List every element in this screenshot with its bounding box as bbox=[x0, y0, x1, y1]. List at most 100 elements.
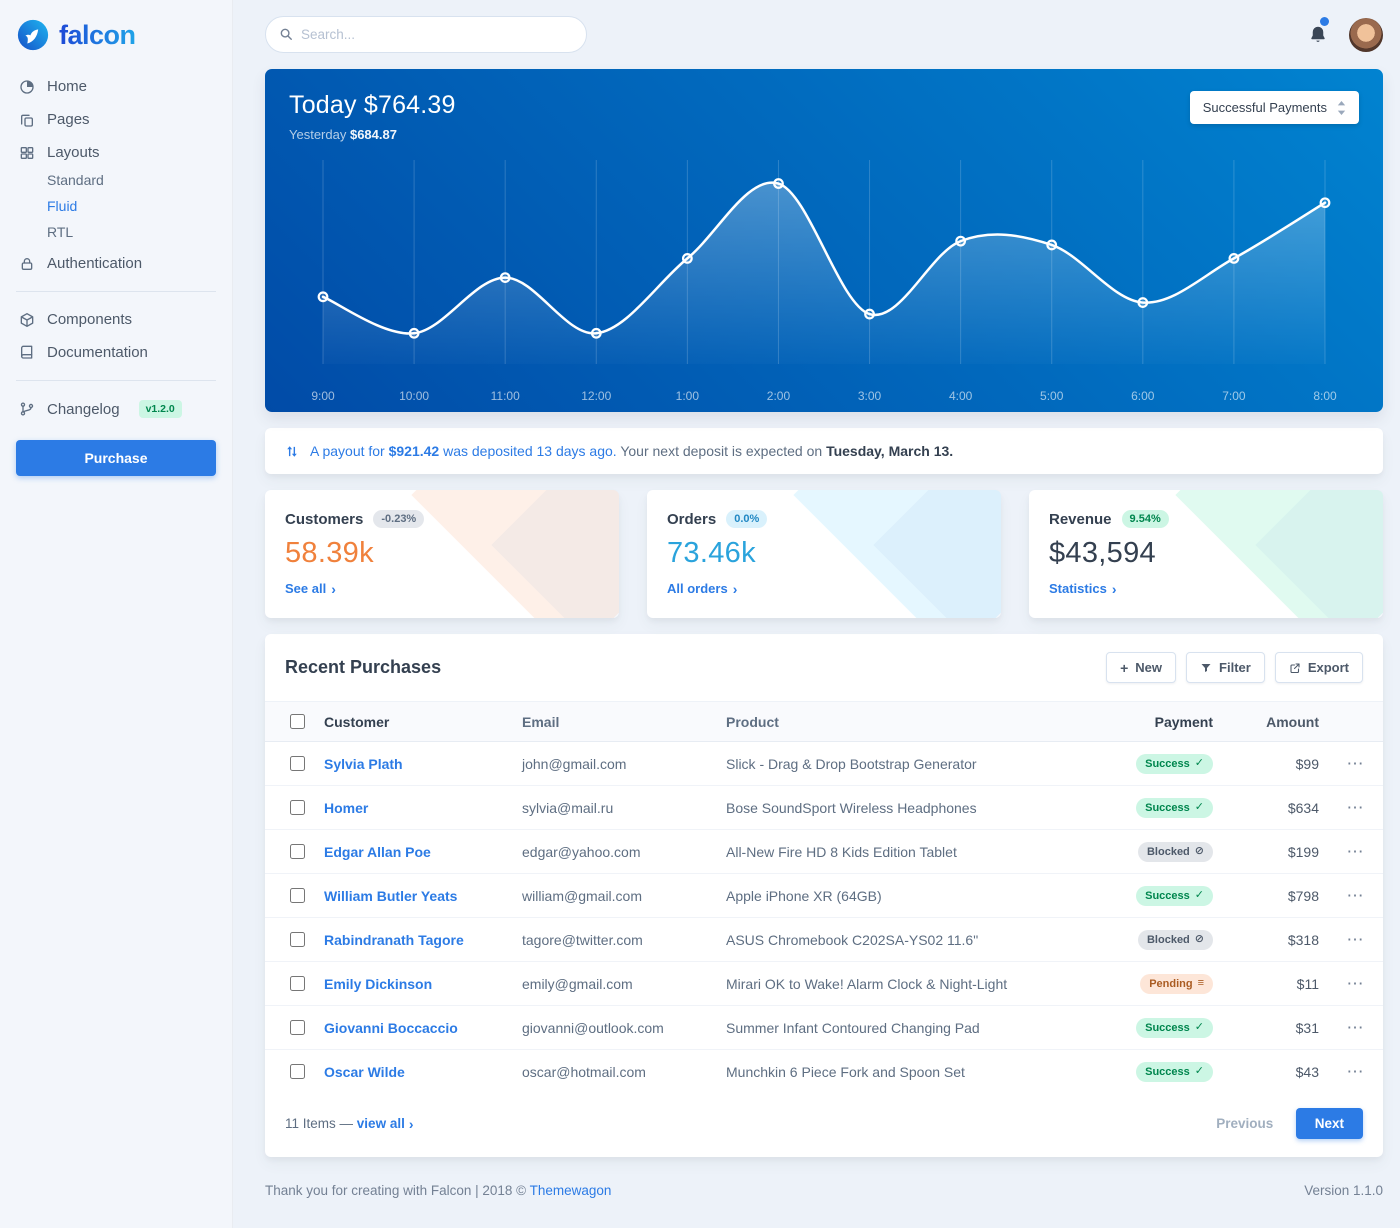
avatar[interactable] bbox=[1349, 17, 1383, 52]
product-cell: Munchkin 6 Piece Fork and Spoon Set bbox=[726, 1063, 965, 1080]
customer-link[interactable]: Giovanni Boccaccio bbox=[324, 1019, 458, 1036]
customer-link[interactable]: Oscar Wilde bbox=[324, 1063, 405, 1080]
statistics-link[interactable]: Statistics › bbox=[1049, 580, 1117, 597]
chart-heading: Today $764.39 Yesterday $684.87 bbox=[289, 91, 456, 142]
table-row: Giovanni Boccaccio giovanni@outlook.com Su… bbox=[265, 1005, 1383, 1050]
row-actions-button[interactable]: ⋯ bbox=[1343, 797, 1368, 818]
purchase-button[interactable]: Purchase bbox=[16, 440, 216, 476]
table-row: Emily Dickinson emily@gmail.com Mirari OK … bbox=[265, 961, 1383, 1006]
row-actions-button[interactable]: ⋯ bbox=[1343, 1017, 1368, 1038]
previous-button[interactable]: Previous bbox=[1216, 1116, 1274, 1131]
table-row: Oscar Wilde oscar@hotmail.com Munchkin 6 P… bbox=[265, 1050, 1383, 1094]
sidebar-divider bbox=[16, 291, 216, 292]
sidebar-item-fluid[interactable]: Fluid bbox=[47, 198, 78, 214]
chevron-right-icon: › bbox=[408, 1115, 414, 1132]
svg-text:5:00: 5:00 bbox=[1040, 389, 1064, 403]
next-button[interactable]: Next bbox=[1295, 1108, 1363, 1139]
orders-stat-card: Orders 0.0% 73.46k All orders › bbox=[647, 490, 1001, 618]
amount-cell: $798 bbox=[1221, 873, 1327, 918]
row-actions-button[interactable]: ⋯ bbox=[1343, 885, 1368, 906]
purchases-tbody: Sylvia Plath john@gmail.com Slick - Drag &… bbox=[265, 741, 1383, 1094]
sidebar-item-pages[interactable]: Pages bbox=[16, 103, 216, 136]
sidebar-item-home[interactable]: Home bbox=[16, 70, 216, 103]
sidebar-item-label: Home bbox=[47, 78, 88, 95]
chart-subtitle-label: Yesterday bbox=[289, 127, 347, 142]
sidebar-item-layouts[interactable]: Layouts bbox=[16, 136, 216, 169]
amount-cell: $199 bbox=[1221, 829, 1327, 874]
row-select-checkbox[interactable] bbox=[290, 888, 305, 903]
sidebar-item-rtl[interactable]: RTL bbox=[47, 224, 74, 240]
row-select-checkbox[interactable] bbox=[290, 1020, 305, 1035]
stat-value: 73.46k bbox=[667, 537, 756, 569]
row-select-checkbox[interactable] bbox=[290, 844, 305, 859]
sort-arrows-icon bbox=[1337, 100, 1346, 115]
customer-link[interactable]: Homer bbox=[324, 799, 369, 816]
chart-subtitle: Yesterday $684.87 bbox=[289, 127, 456, 142]
customer-link[interactable]: William Butler Yeats bbox=[324, 887, 458, 904]
row-actions-button[interactable]: ⋯ bbox=[1343, 973, 1368, 994]
new-button[interactable]: + New bbox=[1106, 652, 1177, 683]
customer-link[interactable]: Rabindranath Tagore bbox=[324, 931, 464, 948]
notifications-button[interactable] bbox=[1307, 17, 1329, 48]
svg-text:1:00: 1:00 bbox=[676, 389, 700, 403]
stat-change-badge: -0.23% bbox=[373, 510, 425, 528]
row-select-checkbox[interactable] bbox=[290, 932, 305, 947]
stat-change-badge: 9.54% bbox=[1121, 510, 1169, 528]
view-all-link[interactable]: view all › bbox=[356, 1115, 414, 1132]
payments-chart: 9:00 10:00 11:00 12:00 1:00 2:00 3:00 4:00 5:00 6… bbox=[311, 160, 1337, 403]
product-cell: Mirari OK to Wake! Alarm Clock & Night-L… bbox=[718, 961, 1053, 1006]
customer-link[interactable]: Emily Dickinson bbox=[324, 975, 433, 992]
row-actions-button[interactable]: ⋯ bbox=[1343, 1061, 1368, 1082]
product-cell: Slick - Drag & Drop Bootstrap Generator bbox=[718, 741, 1053, 786]
exchange-icon bbox=[285, 444, 299, 459]
sidebar-nav: Home Pages Layouts Standard Fluid RTL bbox=[16, 70, 216, 426]
table-row: William Butler Yeats william@gmail.com App… bbox=[265, 873, 1383, 918]
customer-link[interactable]: Sylvia Plath bbox=[324, 755, 403, 772]
row-actions-button[interactable]: ⋯ bbox=[1343, 929, 1368, 950]
row-select-checkbox[interactable] bbox=[290, 1064, 305, 1079]
status-success-icon: ✓ bbox=[1194, 1021, 1204, 1033]
payout-link[interactable]: A payout for $921.42 was deposited 13 da… bbox=[310, 443, 617, 459]
notification-indicator bbox=[1319, 17, 1329, 26]
falcon-logo[interactable]: falcon bbox=[16, 12, 216, 70]
table-actions: + New Filter Export bbox=[1106, 652, 1363, 683]
product-cell: All-New Fire HD 8 Kids Edition Tablet bbox=[718, 829, 1053, 874]
recent-purchases-title: Recent Purchases bbox=[285, 657, 442, 677]
amount-cell: $318 bbox=[1221, 917, 1327, 962]
row-select-checkbox[interactable] bbox=[290, 756, 305, 771]
search-input[interactable] bbox=[265, 16, 587, 53]
column-header-payment: Payment bbox=[1053, 701, 1221, 742]
row-select-checkbox[interactable] bbox=[290, 976, 305, 991]
product-cell: Apple iPhone XR (64GB) bbox=[718, 873, 1053, 918]
stats-row: Customers -0.23% 58.39k See all › Orders … bbox=[265, 490, 1383, 618]
payout-text: A payout for $921.42 was deposited 13 da… bbox=[310, 443, 953, 459]
row-actions-button[interactable]: ⋯ bbox=[1343, 753, 1368, 774]
select-all-checkbox[interactable] bbox=[290, 714, 305, 729]
themewagon-link[interactable]: Themewagon bbox=[529, 1183, 612, 1198]
payment-status-badge: Blocked ⊘ bbox=[1137, 929, 1213, 950]
see-all-link[interactable]: See all › bbox=[285, 580, 336, 597]
chart-subtitle-value: $684.87 bbox=[349, 127, 397, 142]
sidebar-item-documentation[interactable]: Documentation bbox=[16, 336, 216, 369]
sidebar-item-authentication[interactable]: Authentication bbox=[16, 247, 216, 280]
chart-filter-select[interactable]: Successful Payments bbox=[1189, 91, 1359, 124]
search-icon bbox=[279, 27, 293, 41]
column-header-actions bbox=[1327, 701, 1383, 742]
sidebar-item-components[interactable]: Components bbox=[16, 303, 216, 336]
topbar bbox=[265, 16, 1383, 53]
sidebar-item-label: Components bbox=[47, 311, 133, 328]
row-actions-button[interactable]: ⋯ bbox=[1343, 841, 1368, 862]
all-orders-link[interactable]: All orders › bbox=[667, 580, 738, 597]
cube-icon bbox=[18, 312, 36, 328]
email-cell: oscar@hotmail.com bbox=[522, 1063, 646, 1080]
export-button[interactable]: Export bbox=[1274, 652, 1363, 683]
payment-status-badge: Success ✓ bbox=[1136, 885, 1213, 906]
sidebar-item-changelog[interactable]: Changelog v1.2.0 bbox=[16, 392, 216, 426]
sidebar-item-standard[interactable]: Standard bbox=[47, 172, 104, 188]
filter-button[interactable]: Filter bbox=[1186, 652, 1265, 683]
stat-title: Customers bbox=[285, 510, 364, 528]
stat-title: Revenue bbox=[1049, 510, 1112, 528]
row-select-checkbox[interactable] bbox=[290, 800, 305, 815]
sidebar: falcon Home Pages Layouts bbox=[0, 0, 233, 1228]
customer-link[interactable]: Edgar Allan Poe bbox=[324, 843, 431, 860]
